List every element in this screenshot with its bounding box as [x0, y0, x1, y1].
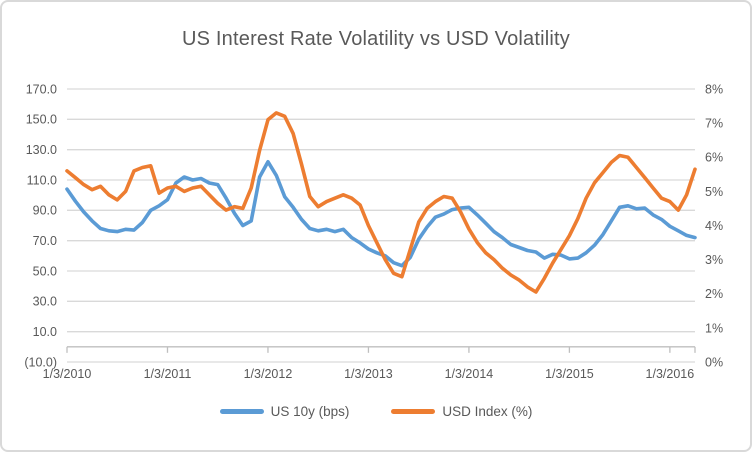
usd-index-line-swatch	[391, 409, 436, 414]
y-right-tick-label: 7%	[705, 117, 723, 131]
usd-index-legend-label: USD Index (%)	[442, 404, 533, 419]
y-left-tick-label: 110.0	[27, 173, 57, 187]
y-right-tick-label: 0%	[705, 355, 723, 369]
y-left-tick-label: 30.0	[33, 295, 57, 309]
x-tick-label: 1/3/2012	[244, 367, 293, 381]
y-left-tick-label: 150.0	[26, 113, 57, 127]
y-left-tick-label: 130.0	[26, 143, 57, 157]
y-right-tick-label: 4%	[705, 219, 723, 233]
legend-item-us-10y: US 10y (bps)	[219, 404, 350, 419]
series-line-usd-index	[65, 111, 697, 294]
y-left-tick-label: 170.0	[26, 82, 57, 96]
y-left-tick-label: 10.0	[33, 325, 57, 339]
y-left-tick-label: 50.0	[33, 264, 57, 278]
us-10y-legend-label: US 10y (bps)	[270, 404, 350, 419]
us-10y-line-swatch	[219, 409, 264, 414]
x-tick-label: 1/3/2013	[344, 367, 393, 381]
x-tick-label: 1/3/2010	[43, 367, 92, 381]
y-right-tick-label: 8%	[705, 82, 723, 96]
y-right-tick-label: 2%	[705, 287, 723, 301]
y-left-tick-label: 70.0	[33, 234, 57, 248]
x-tick-label: 1/3/2015	[545, 367, 594, 381]
legend: US 10y (bps) USD Index (%)	[2, 404, 750, 419]
x-tick-label: 1/3/2016	[646, 367, 695, 381]
chart-title: US Interest Rate Volatility vs USD Volat…	[181, 28, 571, 50]
y-right-tick-label: 3%	[705, 253, 723, 267]
y-right-tick-label: 5%	[705, 185, 723, 199]
legend-item-usd-index: USD Index (%)	[391, 404, 532, 419]
y-right-tick-label: 1%	[705, 321, 723, 335]
y-left-tick-label: 90.0	[33, 204, 57, 218]
x-tick-label: 1/3/2011	[144, 367, 192, 381]
y-right-tick-label: 6%	[705, 151, 723, 165]
y-left-tick-label: (10.0)	[24, 355, 57, 369]
x-tick-label: 1/3/2014	[445, 367, 494, 381]
